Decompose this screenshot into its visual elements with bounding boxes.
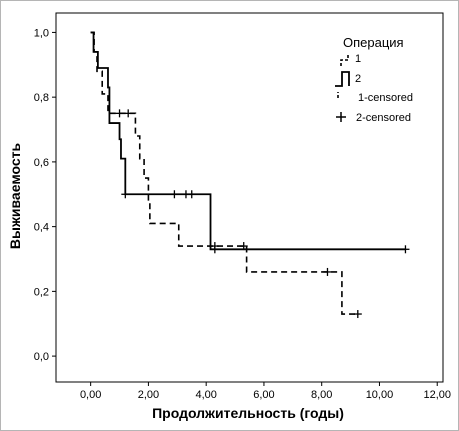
series-1-censored-marker — [323, 267, 332, 276]
series-2-censored-marker — [121, 190, 130, 199]
x-tick-label: 12,00 — [423, 389, 451, 401]
y-axis-title: Выживаемость — [7, 143, 23, 250]
y-tick-label: 0,8 — [34, 92, 49, 104]
y-tick-label: 0,6 — [34, 157, 49, 169]
series-1-censored-marker — [353, 310, 362, 319]
y-tick-label: 0,4 — [34, 222, 49, 234]
series-1-line — [90, 31, 358, 315]
legend-entry-4: 2-censored — [356, 112, 411, 124]
censored-markers — [115, 109, 410, 319]
series-2-censored-marker — [170, 190, 179, 199]
legend-entry-3: 1-censored — [358, 92, 413, 104]
y-tick-label: 0,2 — [34, 286, 49, 298]
legend-entry-2: 2 — [355, 73, 361, 85]
x-tick-label: 2,00 — [138, 389, 159, 401]
y-ticks: 0,0 0,2 0,4 0,6 0,8 1,0 — [34, 27, 56, 363]
x-tick-label: 0,00 — [80, 389, 101, 401]
series-2-censored-marker — [187, 190, 196, 199]
x-tick-label: 4,00 — [195, 389, 216, 401]
series-layer — [90, 31, 406, 315]
legend-items: 1 2 1-censored 2-censored — [335, 53, 413, 124]
y-tick-label: 0,0 — [34, 351, 49, 363]
y-tick-label: 1,0 — [34, 27, 49, 39]
legend-title: Операция — [343, 35, 404, 50]
series-2-line — [90, 31, 406, 251]
series-2-censored-marker — [401, 245, 410, 254]
series-1-censored-marker — [124, 109, 133, 118]
legend-symbol-series-1 — [340, 53, 349, 66]
legend-symbol-series-2 — [335, 71, 350, 87]
plot-area-border — [55, 12, 444, 383]
x-axis-title: Продолжительность (годы) — [152, 405, 344, 421]
x-tick-label: 8,00 — [311, 389, 332, 401]
x-tick-label: 6,00 — [253, 389, 274, 401]
series-2-censored-marker — [210, 245, 219, 254]
legend: Операция 1 2 1-censored 2-censored — [335, 35, 413, 124]
series-1-censored-marker — [115, 109, 124, 118]
series-1-censored-marker — [239, 242, 248, 251]
x-tick-label: 10,00 — [366, 389, 394, 401]
legend-entry-1: 1 — [355, 53, 361, 65]
x-ticks: 0,00 2,00 4,00 6,00 8,00 10,00 12,00 — [80, 382, 451, 401]
axes — [55, 12, 444, 383]
